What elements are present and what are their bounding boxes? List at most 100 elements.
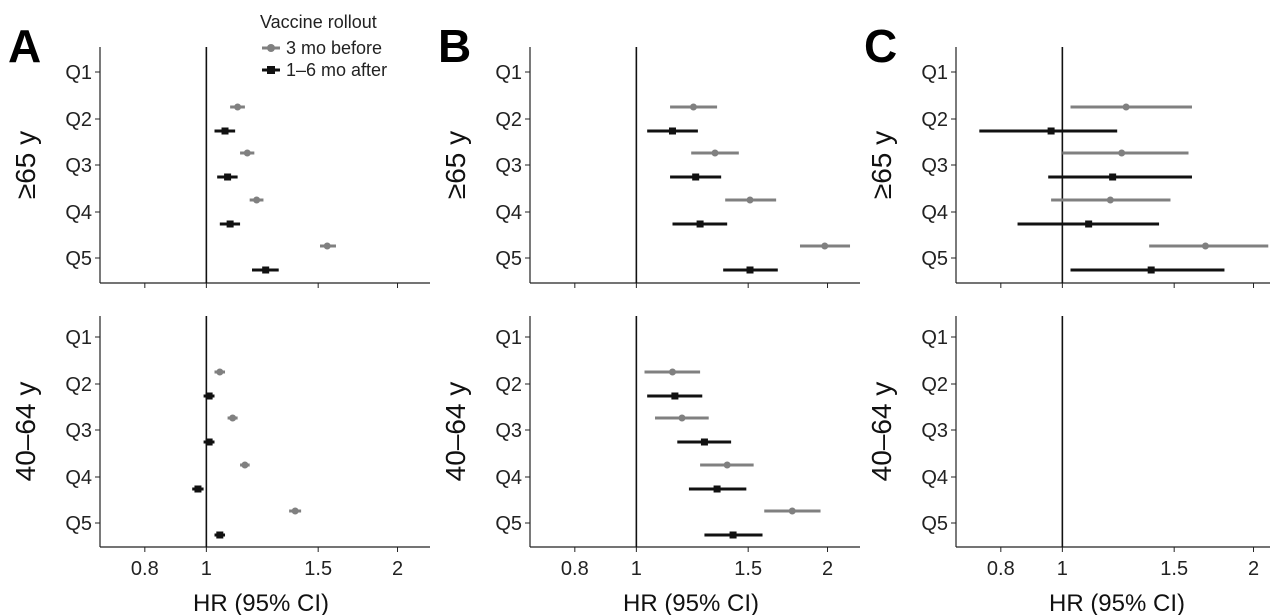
point-a-40-64-before-q4 xyxy=(241,461,249,469)
legend: Vaccine rollout 3 mo before 1–6 mo after xyxy=(260,12,387,80)
x-tick-label-c-2: 1.5 xyxy=(1160,558,1188,580)
group-label-b-65-plus: ≥65 y xyxy=(440,131,471,199)
point-c-65-plus-after-q2 xyxy=(1047,127,1055,135)
point-c-65-plus-before-q3 xyxy=(1118,149,1126,157)
y-tick-label-a-65-plus-q1: Q1 xyxy=(65,62,92,84)
point-a-65-plus-after-q5 xyxy=(262,266,270,274)
y-tick-label-b-40-64-q5: Q5 xyxy=(495,513,522,535)
x-axis-title-c: HR (95% CI) xyxy=(1049,590,1185,615)
point-b-65-plus-after-q2 xyxy=(668,127,676,135)
x-axis-title-b: HR (95% CI) xyxy=(623,590,759,615)
x-tick-label-c-0: 0.8 xyxy=(987,558,1015,580)
point-a-65-plus-before-q2 xyxy=(234,103,242,111)
y-tick-label-c-40-64-q4: Q4 xyxy=(921,467,948,489)
point-c-65-plus-before-q5 xyxy=(1201,242,1209,250)
x-tick-label-c-3: 2 xyxy=(1248,558,1259,580)
y-tick-label-a-65-plus-q4: Q4 xyxy=(65,202,92,224)
point-b-40-64-after-q4 xyxy=(713,485,721,493)
y-tick-label-b-40-64-q2: Q2 xyxy=(495,374,522,396)
legend-label-before: 3 mo before xyxy=(286,38,382,58)
point-c-65-plus-after-q3 xyxy=(1109,173,1117,181)
y-tick-label-a-40-64-q3: Q3 xyxy=(65,420,92,442)
group-label-c-40-64: 40–64 y xyxy=(866,382,897,482)
point-b-65-plus-before-q4 xyxy=(746,196,754,204)
y-tick-label-b-40-64-q4: Q4 xyxy=(495,467,522,489)
y-tick-label-a-65-plus-q5: Q5 xyxy=(65,248,92,270)
x-tick-label-b-3: 2 xyxy=(822,558,833,580)
point-b-65-plus-after-q4 xyxy=(696,220,704,228)
y-tick-label-b-65-plus-q1: Q1 xyxy=(495,62,522,84)
y-tick-label-c-40-64-q5: Q5 xyxy=(921,513,948,535)
point-a-40-64-after-q4 xyxy=(194,485,202,493)
y-tick-label-a-65-plus-q2: Q2 xyxy=(65,109,92,131)
x-tick-label-b-0: 0.8 xyxy=(561,558,589,580)
point-a-65-plus-before-q5 xyxy=(323,242,331,250)
y-tick-label-c-65-plus-q1: Q1 xyxy=(921,62,948,84)
point-b-40-64-before-q3 xyxy=(678,414,686,422)
legend-marker-before xyxy=(267,44,275,52)
point-b-65-plus-before-q5 xyxy=(821,242,829,250)
x-tick-label-a-1: 1 xyxy=(201,558,212,580)
point-b-65-plus-after-q3 xyxy=(692,173,700,181)
x-tick-label-b-2: 1.5 xyxy=(734,558,762,580)
point-a-40-64-after-q5 xyxy=(216,531,224,539)
y-tick-label-a-40-64-q5: Q5 xyxy=(65,513,92,535)
panel-label-a: A xyxy=(8,20,41,72)
group-label-c-65-plus: ≥65 y xyxy=(866,131,897,199)
group-label-b-40-64: 40–64 y xyxy=(440,382,471,482)
legend-label-after: 1–6 mo after xyxy=(286,60,387,80)
point-b-40-64-after-q3 xyxy=(700,438,708,446)
point-a-40-64-before-q5 xyxy=(291,507,299,515)
group-label-a-65-plus: ≥65 y xyxy=(10,131,41,199)
y-tick-label-b-65-plus-q4: Q4 xyxy=(495,202,522,224)
point-b-65-plus-before-q2 xyxy=(689,103,697,111)
x-tick-label-a-0: 0.8 xyxy=(131,558,159,580)
y-tick-label-c-40-64-q3: Q3 xyxy=(921,420,948,442)
point-a-65-plus-after-q2 xyxy=(221,127,229,135)
y-tick-label-a-65-plus-q3: Q3 xyxy=(65,155,92,177)
y-tick-label-b-65-plus-q3: Q3 xyxy=(495,155,522,177)
legend-marker-after xyxy=(267,66,275,74)
point-a-65-plus-after-q3 xyxy=(224,173,232,181)
point-c-65-plus-before-q4 xyxy=(1106,196,1114,204)
x-tick-label-c-1: 1 xyxy=(1057,558,1068,580)
group-label-a-40-64: 40–64 y xyxy=(10,382,41,482)
y-tick-label-b-40-64-q1: Q1 xyxy=(495,327,522,349)
point-b-40-64-before-q2 xyxy=(668,368,676,376)
point-a-40-64-before-q2 xyxy=(216,368,224,376)
point-a-40-64-after-q2 xyxy=(205,392,213,400)
point-a-40-64-after-q3 xyxy=(205,438,213,446)
point-c-65-plus-after-q4 xyxy=(1085,220,1093,228)
y-tick-label-c-40-64-q2: Q2 xyxy=(921,374,948,396)
y-tick-label-a-40-64-q2: Q2 xyxy=(65,374,92,396)
point-b-40-64-before-q5 xyxy=(788,507,796,515)
y-tick-label-c-65-plus-q5: Q5 xyxy=(921,248,948,270)
x-tick-label-a-3: 2 xyxy=(392,558,403,580)
y-tick-label-b-40-64-q3: Q3 xyxy=(495,420,522,442)
x-axis-title-a: HR (95% CI) xyxy=(193,590,329,615)
point-a-65-plus-before-q3 xyxy=(243,149,251,157)
y-tick-label-a-40-64-q1: Q1 xyxy=(65,327,92,349)
y-tick-label-c-40-64-q1: Q1 xyxy=(921,327,948,349)
point-c-65-plus-before-q2 xyxy=(1122,103,1130,111)
point-b-40-64-after-q5 xyxy=(729,531,737,539)
x-tick-label-b-1: 1 xyxy=(631,558,642,580)
y-tick-label-c-65-plus-q3: Q3 xyxy=(921,155,948,177)
y-tick-label-c-65-plus-q2: Q2 xyxy=(921,109,948,131)
panel-label-c: C xyxy=(864,20,897,72)
point-b-40-64-before-q4 xyxy=(723,461,731,469)
point-b-65-plus-after-q5 xyxy=(746,266,754,274)
y-tick-label-c-65-plus-q4: Q4 xyxy=(921,202,948,224)
y-tick-label-b-65-plus-q5: Q5 xyxy=(495,248,522,270)
x-tick-label-a-2: 1.5 xyxy=(304,558,332,580)
y-tick-label-a-40-64-q4: Q4 xyxy=(65,467,92,489)
point-a-40-64-before-q3 xyxy=(229,414,237,422)
y-tick-label-b-65-plus-q2: Q2 xyxy=(495,109,522,131)
point-b-40-64-after-q2 xyxy=(671,392,679,400)
point-a-65-plus-after-q4 xyxy=(226,220,234,228)
point-a-65-plus-before-q4 xyxy=(253,196,261,204)
point-b-65-plus-before-q3 xyxy=(711,149,719,157)
panel-label-b: B xyxy=(438,20,471,72)
point-c-65-plus-after-q5 xyxy=(1147,266,1155,274)
